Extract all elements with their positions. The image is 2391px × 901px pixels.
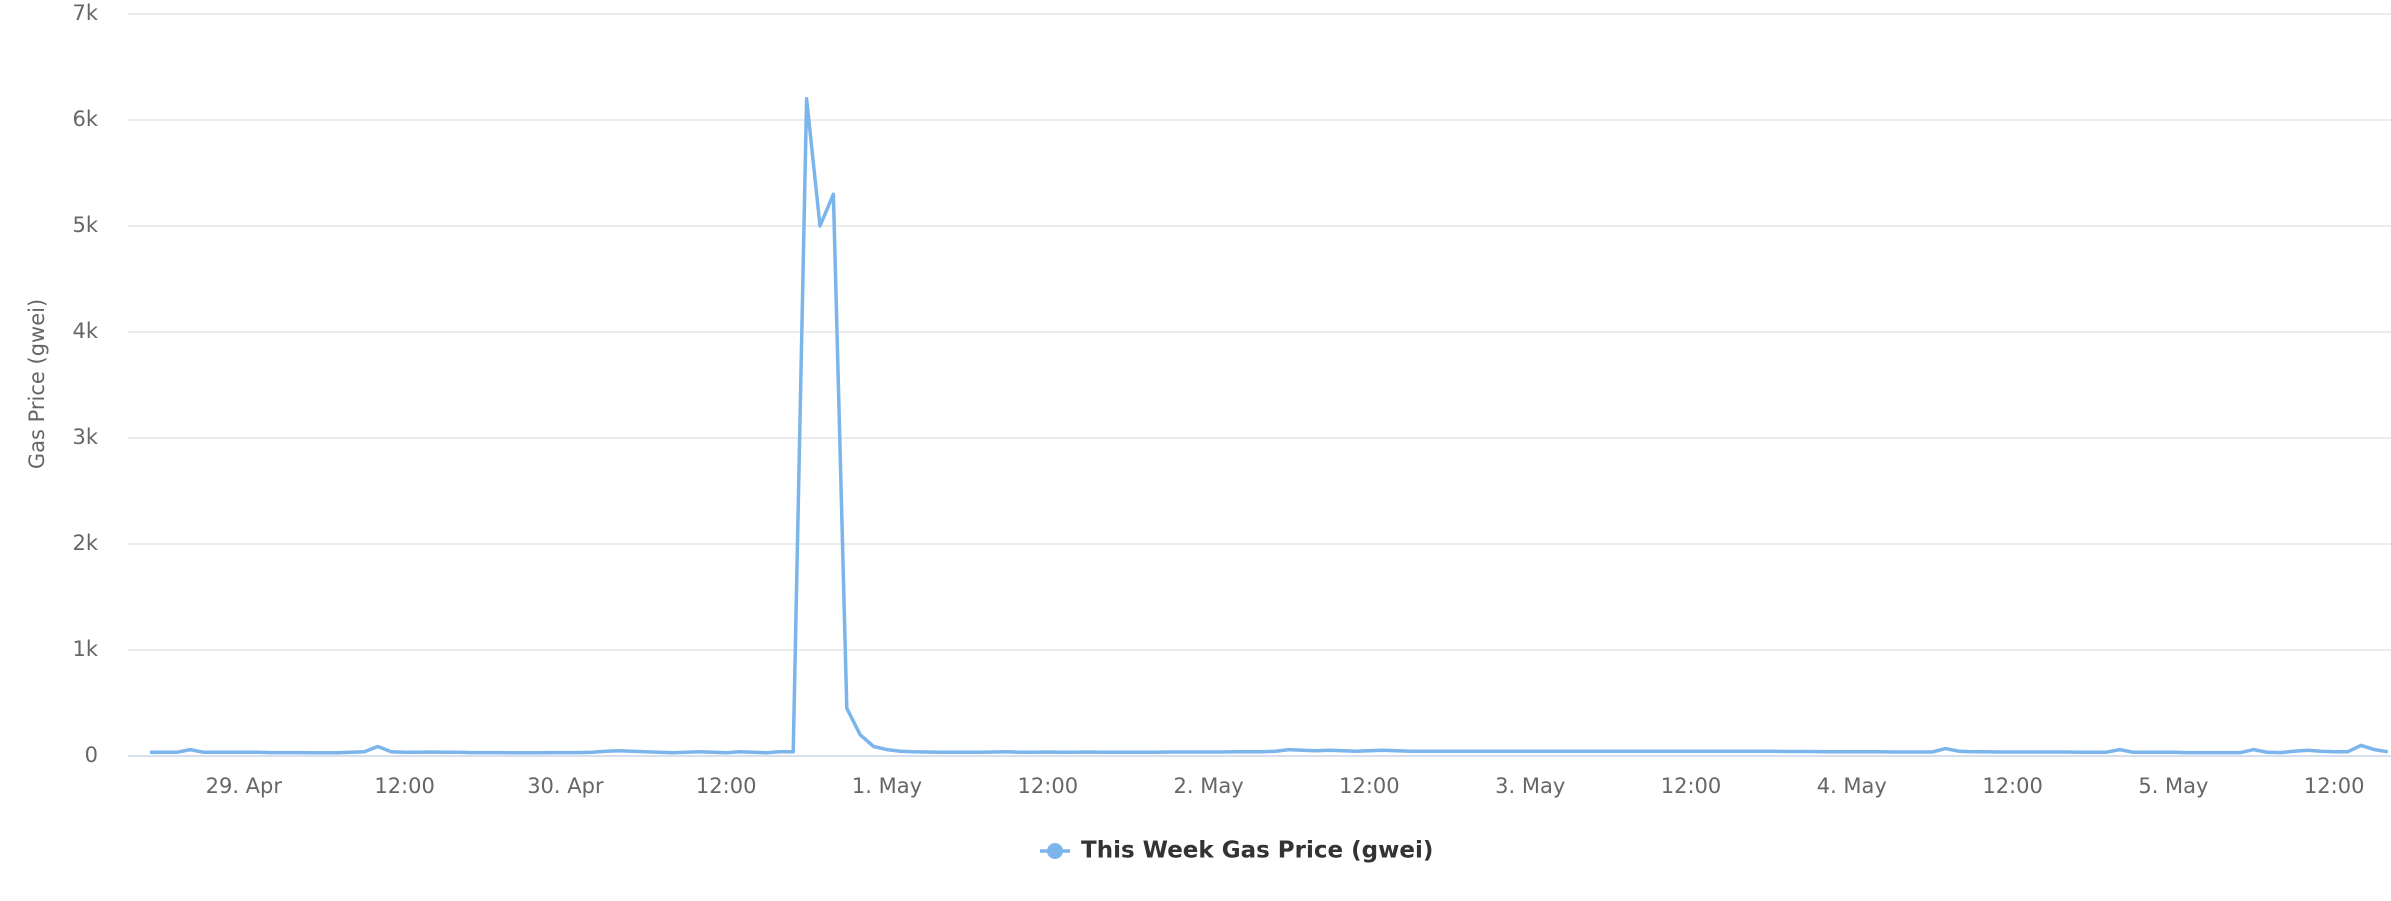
y-tick-label: 3k — [72, 425, 98, 449]
x-tick-label: 5. May — [2138, 774, 2208, 798]
y-tick-label: 4k — [72, 319, 98, 343]
x-tick-label: 12:00 — [1339, 774, 1400, 798]
x-tick-label: 30. Apr — [527, 774, 604, 798]
x-tick-label: 12:00 — [1018, 774, 1079, 798]
x-tick-label: 12:00 — [1982, 774, 2043, 798]
x-tick-label: 4. May — [1817, 774, 1887, 798]
x-tick-label: 29. Apr — [206, 774, 283, 798]
legend-marker — [1047, 843, 1063, 859]
x-tick-label: 12:00 — [374, 774, 435, 798]
x-tick-label: 12:00 — [2304, 774, 2365, 798]
y-tick-label: 6k — [72, 107, 98, 131]
x-tick-label: 3. May — [1495, 774, 1565, 798]
y-tick-label: 5k — [72, 213, 98, 237]
x-tick-label: 2. May — [1174, 774, 1244, 798]
x-tick-label: 12:00 — [696, 774, 757, 798]
data-line — [150, 97, 2389, 755]
y-axis-title: Gas Price (gwei) — [25, 299, 49, 469]
x-tick-label: 12:00 — [1661, 774, 1722, 798]
y-tick-label: 2k — [72, 531, 98, 555]
legend-label: This Week Gas Price (gwei) — [1081, 838, 1433, 864]
y-tick-label: 1k — [72, 637, 98, 661]
y-tick-label: 0 — [85, 743, 98, 767]
y-tick-label: 7k — [72, 1, 98, 25]
x-tick-label: 1. May — [852, 774, 922, 798]
